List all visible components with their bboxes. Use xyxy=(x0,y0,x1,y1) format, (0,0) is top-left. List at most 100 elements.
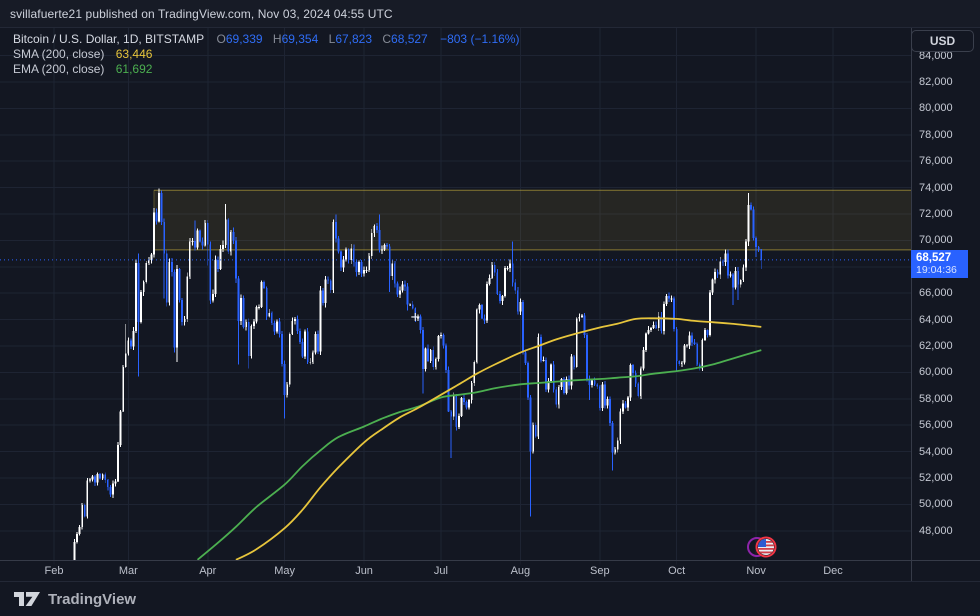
candle-body xyxy=(486,283,488,321)
candle-body xyxy=(370,233,373,257)
price-tick-label: 72,000 xyxy=(919,208,953,220)
sma-label[interactable]: SMA (200, close) xyxy=(13,47,105,61)
candle-body xyxy=(696,344,699,365)
candle-body xyxy=(88,479,91,481)
candle-body xyxy=(752,209,755,238)
candle-body xyxy=(437,336,440,360)
candle-body xyxy=(163,221,166,254)
candle-body xyxy=(201,241,204,246)
candle-body xyxy=(176,268,178,348)
candle-body xyxy=(265,287,268,317)
candle-body xyxy=(604,384,606,406)
candle-body xyxy=(455,395,458,428)
candle-body xyxy=(155,212,158,222)
month-label: Jul xyxy=(433,565,448,577)
candle-body xyxy=(422,330,424,370)
candle-body xyxy=(583,315,586,335)
candle-body xyxy=(498,293,501,302)
candle-body xyxy=(442,334,445,346)
candle-body xyxy=(511,263,514,283)
time-axis[interactable]: Feb Mar Apr May Jun Jul Aug Sep Oct Nov Dec xyxy=(0,560,980,582)
candle-body xyxy=(288,334,291,385)
footer-bar: TradingView xyxy=(0,582,980,616)
legend-sma-row: SMA (200, close) 63,446 xyxy=(13,47,519,62)
candle-body xyxy=(598,386,601,409)
candle-body xyxy=(716,272,719,275)
candle-body xyxy=(732,274,734,288)
candle-body xyxy=(739,280,742,285)
high-label: H xyxy=(272,32,282,46)
last-price-label: 68,527 19:04:36 xyxy=(911,250,968,279)
candle-body xyxy=(211,293,214,301)
candle-body xyxy=(609,398,611,424)
currency-button-label: USD xyxy=(929,34,956,48)
candle-body xyxy=(286,384,289,395)
candle-body xyxy=(232,231,235,241)
month-label: Oct xyxy=(668,565,686,577)
candle-body xyxy=(235,240,237,279)
symbol-title[interactable]: Bitcoin / U.S. Dollar, 1D, BITSTAMP xyxy=(13,32,205,46)
candle-body xyxy=(278,321,281,335)
candle-body xyxy=(729,274,732,276)
candle-body xyxy=(450,411,453,417)
candle-body xyxy=(621,403,624,412)
candle-body xyxy=(545,359,547,390)
candle-body xyxy=(673,298,676,329)
candle-body xyxy=(142,281,145,292)
candles-layer xyxy=(73,188,763,560)
price-tick-label: 56,000 xyxy=(919,419,953,432)
candle-body xyxy=(350,248,353,261)
ema-label[interactable]: EMA (200, close) xyxy=(13,62,105,76)
candle-body xyxy=(273,322,276,332)
candle-body xyxy=(368,256,371,271)
candle-body xyxy=(483,318,486,321)
candle-body xyxy=(147,260,150,263)
currency-button[interactable]: USD xyxy=(911,30,974,52)
price-tick-label: 80,000 xyxy=(919,102,953,115)
candle-body xyxy=(565,379,568,393)
month-label: Jun xyxy=(355,565,373,577)
candle-body xyxy=(324,279,327,304)
candle-body xyxy=(227,219,230,252)
candle-body xyxy=(229,231,232,252)
candle-body xyxy=(86,480,89,517)
candle-body xyxy=(160,192,163,222)
candle-body xyxy=(391,263,394,277)
price-tick-label: 50,000 xyxy=(919,498,953,511)
candle-body xyxy=(222,245,225,249)
candle-body xyxy=(117,445,119,482)
candle-body xyxy=(611,423,614,453)
tradingview-brand-text[interactable]: TradingView xyxy=(48,590,137,608)
candle-body xyxy=(575,318,578,368)
candle-body xyxy=(606,398,609,406)
publisher-avatar-bubble[interactable] xyxy=(747,536,777,558)
indicator-lines xyxy=(196,317,762,560)
candle-body xyxy=(703,330,706,341)
candle-body xyxy=(178,268,181,300)
last-price-value: 68,527 xyxy=(916,252,952,265)
candle-body xyxy=(481,305,483,319)
candle-body xyxy=(255,307,258,322)
price-tick-label: 58,000 xyxy=(919,392,953,405)
ema-value: 61,692 xyxy=(115,62,153,76)
supply-zone[interactable] xyxy=(153,189,911,251)
candle-body xyxy=(634,373,637,384)
candle-body xyxy=(645,333,647,350)
candle-body xyxy=(363,270,365,274)
candle-body xyxy=(427,348,430,362)
candle-body xyxy=(168,262,171,303)
candle-body xyxy=(375,225,378,230)
candle-body xyxy=(568,379,570,386)
price-axis[interactable]: 48,000 50,000 52,000 54,000 56,000 58,000 60,0… xyxy=(911,28,980,581)
candle-body xyxy=(406,286,409,305)
candle-body xyxy=(383,245,386,250)
candle-body xyxy=(706,330,709,335)
candle-body xyxy=(683,345,686,363)
price-tick-label: 62,000 xyxy=(919,340,953,352)
candle-body xyxy=(170,262,173,273)
candle-body xyxy=(586,334,588,379)
candle-body xyxy=(619,411,622,441)
tradingview-logo-icon[interactable] xyxy=(13,590,41,608)
candle-body xyxy=(355,262,358,273)
